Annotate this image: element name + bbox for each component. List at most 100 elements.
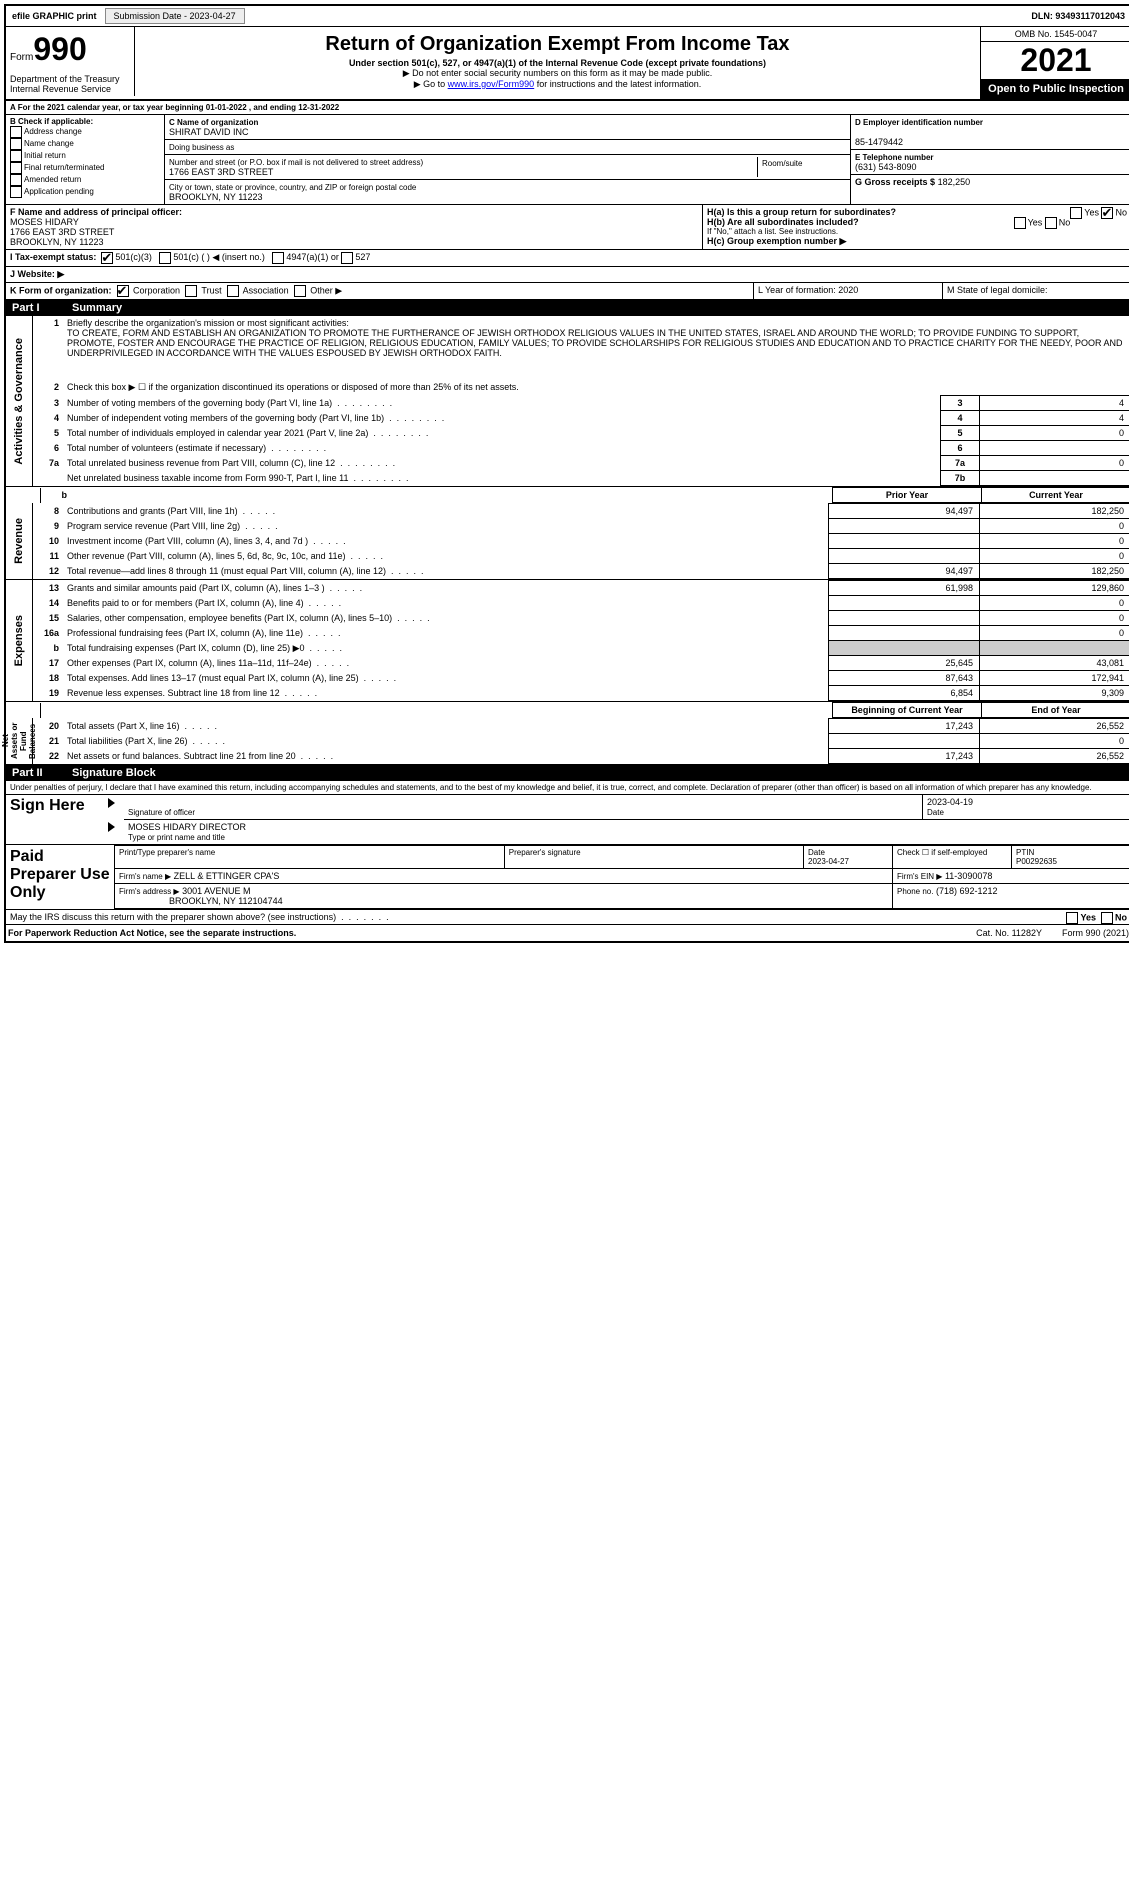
check-501c[interactable] <box>159 252 171 264</box>
check-527[interactable] <box>341 252 353 264</box>
form-header: Form990 Department of the Treasury Inter… <box>6 27 1129 101</box>
table-row: 9Program service revenue (Part VIII, lin… <box>33 519 1129 534</box>
section-gov: Activities & Governance 1Briefly describ… <box>6 316 1129 487</box>
sig-date: 2023-04-19 <box>927 797 973 807</box>
box-i: I Tax-exempt status: 501(c)(3) 501(c) ( … <box>6 250 1129 267</box>
year-header-row: b Prior Year Current Year <box>6 487 1129 503</box>
dba-label: Doing business as <box>169 143 234 152</box>
check-name-change[interactable] <box>10 138 22 150</box>
stripe-exp: Expenses <box>6 580 33 701</box>
gross-receipts: 182,250 <box>938 177 971 187</box>
ha-yes: Yes <box>1084 207 1099 217</box>
discuss-yes-check[interactable] <box>1066 912 1078 924</box>
ein-value: 85-1479442 <box>855 137 903 147</box>
check-501c3[interactable] <box>101 252 113 264</box>
triangle-icon <box>108 822 115 832</box>
efile-label: efile GRAPHIC print <box>6 9 103 23</box>
room-label: Room/suite <box>758 157 846 177</box>
officer-addr1: 1766 EAST 3RD STREET <box>10 227 114 237</box>
box-k-label: K Form of organization: <box>10 285 112 295</box>
col-prior: Prior Year <box>833 488 982 503</box>
box-b-opt0: Address change <box>24 127 82 136</box>
check-corp[interactable] <box>117 285 129 297</box>
sig-date-label: Date <box>927 808 944 817</box>
ha-yes-check[interactable] <box>1070 207 1082 219</box>
box-klm: K Form of organization: Corporation Trus… <box>6 283 1129 300</box>
opt-501c: 501(c) ( ) ◀ (insert no.) <box>173 252 264 264</box>
stripe-rev: Revenue <box>6 503 33 579</box>
table-row: 17Other expenses (Part IX, column (A), l… <box>33 656 1129 671</box>
box-b-opt3: Final return/terminated <box>24 163 104 172</box>
check-address-change[interactable] <box>10 126 22 138</box>
ptin-value: P00292635 <box>1016 857 1057 866</box>
box-k: K Form of organization: Corporation Trus… <box>6 283 753 299</box>
col-current: Current Year <box>982 488 1129 503</box>
table-row: 12Total revenue—add lines 8 through 11 (… <box>33 564 1129 579</box>
hb-yes: Yes <box>1028 217 1043 227</box>
box-c-label: C Name of organization <box>169 118 258 127</box>
prep-sig-hdr: Preparer's signature <box>504 846 803 869</box>
org-name: SHIRAT DAVID INC <box>169 127 249 137</box>
dept-label: Department of the Treasury Internal Reve… <box>6 72 135 96</box>
opt-527: 527 <box>355 252 370 264</box>
l1-text: TO CREATE, FORM AND ESTABLISH AN ORGANIZ… <box>67 328 1123 358</box>
submission-date-button[interactable]: Submission Date - 2023-04-27 <box>105 8 245 24</box>
prep-date-hdr: Date <box>808 848 825 857</box>
period-line: A For the 2021 calendar year, or tax yea… <box>6 101 1129 115</box>
hb-no-check[interactable] <box>1045 217 1057 229</box>
stripe-gov: Activities & Governance <box>6 316 33 486</box>
table-row: 13Grants and similar amounts paid (Part … <box>33 581 1129 596</box>
box-e-label: E Telephone number <box>855 153 934 162</box>
phone-value: (631) 543-8090 <box>855 162 917 172</box>
irs-link[interactable]: www.irs.gov/Form990 <box>448 79 535 89</box>
opt-trust: Trust <box>201 285 221 295</box>
section-exp: Expenses 13Grants and similar amounts pa… <box>6 580 1129 702</box>
opt-corp: Corporation <box>133 285 180 295</box>
check-application-pending[interactable] <box>10 186 22 198</box>
triangle-icon <box>108 798 115 808</box>
opt-assoc: Association <box>243 285 289 295</box>
check-initial-return[interactable] <box>10 150 22 162</box>
hc-label: H(c) Group exemption number ▶ <box>707 236 1127 247</box>
check-amended[interactable] <box>10 174 22 186</box>
check-4947[interactable] <box>272 252 284 264</box>
table-row: 16aProfessional fundraising fees (Part I… <box>33 626 1129 641</box>
firm-name: ZELL & ETTINGER CPA'S <box>174 871 280 881</box>
box-m: M State of legal domicile: <box>943 283 1129 299</box>
check-assoc[interactable] <box>227 285 239 297</box>
ha-no-check[interactable] <box>1101 207 1113 219</box>
table-row: 18Total expenses. Add lines 13–17 (must … <box>33 671 1129 686</box>
check-other[interactable] <box>294 285 306 297</box>
discuss-no-check[interactable] <box>1101 912 1113 924</box>
firm-phone: (718) 692-1212 <box>936 886 998 896</box>
part1-header: Part IPart I SummarySummary <box>6 300 1129 316</box>
hb-yes-check[interactable] <box>1014 217 1026 229</box>
ha-label: H(a) Is this a group return for subordin… <box>707 207 896 217</box>
stripe-exp-label: Expenses <box>11 611 27 670</box>
l2-text: Check this box ▶ ☐ if the organization d… <box>63 380 1129 395</box>
form-footer: For Paperwork Reduction Act Notice, see … <box>6 924 1129 941</box>
check-trust[interactable] <box>185 285 197 297</box>
title-cell: Return of Organization Exempt From Incom… <box>135 27 980 99</box>
table-row: 6Total number of volunteers (estimate if… <box>33 441 1129 456</box>
prep-date: 2023-04-27 <box>808 857 849 866</box>
box-b-label: B Check if applicable: <box>10 117 93 126</box>
section-net: Net Assets or Fund Balances 20Total asse… <box>6 718 1129 765</box>
section-rev: Revenue 8Contributions and grants (Part … <box>6 503 1129 580</box>
part2-header: Part IISignature Block <box>6 765 1129 781</box>
table-row: bTotal fundraising expenses (Part IX, co… <box>33 641 1129 656</box>
table-row: 3Number of voting members of the governi… <box>33 396 1129 411</box>
cat-no: Cat. No. 11282Y <box>976 928 1042 938</box>
l1-label: Briefly describe the organization's miss… <box>67 318 349 328</box>
stripe-net: Net Assets or Fund Balances <box>6 718 33 764</box>
box-b-opt2: Initial return <box>24 151 66 160</box>
firm-label: Firm's name ▶ <box>119 872 171 881</box>
table-row: 11Other revenue (Part VIII, column (A), … <box>33 549 1129 564</box>
box-deg: D Employer identification number85-14794… <box>850 115 1129 204</box>
check-final-return[interactable] <box>10 162 22 174</box>
firm-addr2: BROOKLYN, NY 112104744 <box>169 896 283 906</box>
col-boy: Beginning of Current Year <box>833 703 982 718</box>
firm-addr-label: Firm's address ▶ <box>119 887 180 896</box>
form-number: 990 <box>33 31 86 67</box>
box-b-opt1: Name change <box>24 139 74 148</box>
